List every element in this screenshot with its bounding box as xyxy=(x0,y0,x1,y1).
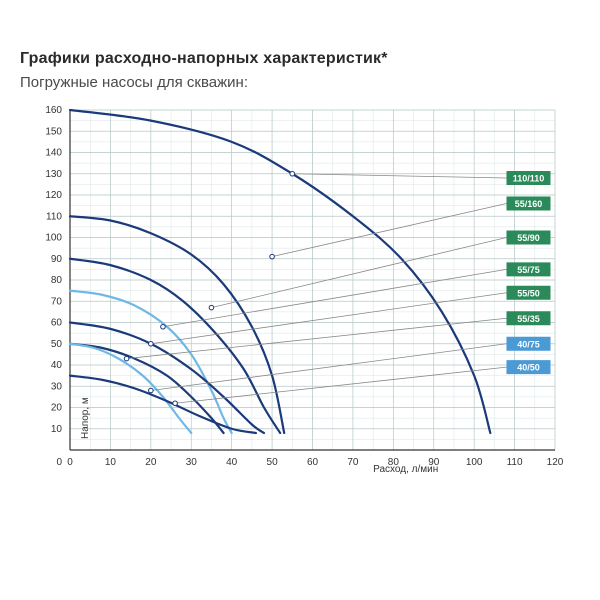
y-tick: 150 xyxy=(45,126,62,137)
curve-marker xyxy=(270,254,275,259)
page-subtitle: Погружные насосы для скважин: xyxy=(20,74,590,91)
y-tick: 100 xyxy=(45,233,62,244)
y-tick: 70 xyxy=(51,296,63,307)
y-tick: 90 xyxy=(51,254,63,265)
y-tick: 60 xyxy=(51,318,63,329)
x-tick: 0 xyxy=(67,457,73,468)
page: Графики расходно-напорных характеристик*… xyxy=(0,0,600,495)
series-label: 55/50 xyxy=(517,288,540,298)
y-tick: 30 xyxy=(51,381,63,392)
curve-marker xyxy=(290,171,295,176)
y-tick: 140 xyxy=(45,148,62,159)
y-axis-label: Напор, м xyxy=(80,397,91,439)
x-tick: 10 xyxy=(105,457,117,468)
x-tick: 70 xyxy=(347,457,359,468)
series-label: 55/75 xyxy=(517,265,540,275)
series-label: 55/90 xyxy=(517,233,540,243)
series-label: 110/110 xyxy=(513,174,545,184)
y-tick: 160 xyxy=(45,105,62,116)
curve-marker xyxy=(161,324,166,329)
x-tick: 60 xyxy=(307,457,319,468)
series-label: 55/160 xyxy=(515,199,543,209)
y-tick: 40 xyxy=(51,360,63,371)
curve-marker xyxy=(124,356,129,361)
y-tick: 110 xyxy=(46,211,62,222)
x-axis-label: Расход, л/мин xyxy=(373,464,438,475)
curve-marker xyxy=(149,341,154,346)
x-tick: 50 xyxy=(267,457,279,468)
x-tick: 120 xyxy=(547,457,564,468)
y-tick: 120 xyxy=(45,190,62,201)
x-tick: 20 xyxy=(145,457,157,468)
series-label: 40/75 xyxy=(517,339,540,349)
y-tick: 130 xyxy=(45,169,62,180)
chart-svg: 0 10 20 30 40 50 60 70 80 90 100 110 120 10 20 30 40 50 60… xyxy=(20,105,580,485)
x-tick: 40 xyxy=(226,457,238,468)
y-tick: 20 xyxy=(51,403,63,414)
page-title: Графики расходно-напорных характеристик* xyxy=(20,50,590,68)
pump-chart: 0 10 20 30 40 50 60 70 80 90 100 110 120 10 20 30 40 50 60… xyxy=(20,105,580,485)
svg-text:0: 0 xyxy=(56,457,62,468)
y-tick: 80 xyxy=(51,275,63,286)
series-label: 55/35 xyxy=(517,314,540,324)
curve-marker xyxy=(173,401,178,406)
y-tick: 50 xyxy=(51,339,63,350)
curve-marker xyxy=(209,305,214,310)
x-tick: 30 xyxy=(186,457,198,468)
y-tick: 10 xyxy=(51,424,63,435)
curve-marker xyxy=(149,388,154,393)
x-tick: 100 xyxy=(466,457,483,468)
series-label: 40/50 xyxy=(517,363,540,373)
x-tick: 110 xyxy=(507,457,523,468)
